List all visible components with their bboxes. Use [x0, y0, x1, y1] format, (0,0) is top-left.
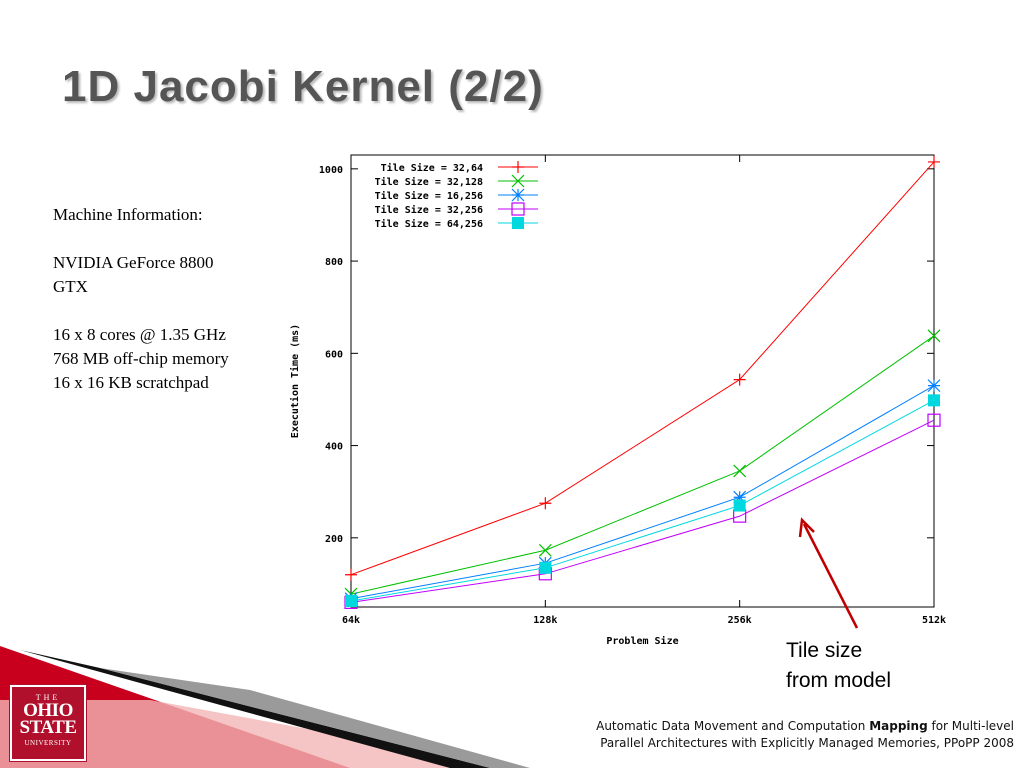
series-line-2 [350, 385, 935, 600]
x-tick-label: 64k [342, 615, 360, 626]
series-line-0 [350, 161, 935, 576]
legend-label: Tile Size = 16,256 [375, 190, 483, 202]
legend-label: Tile Size = 64,256 [375, 218, 483, 230]
y-tick-label: 400 [325, 442, 343, 453]
citation-bold: Mapping [869, 719, 928, 733]
annotation-line1: Tile size [786, 639, 863, 662]
machine-info-gpu-line1: NVIDIA GeForce 8800 [53, 253, 214, 272]
y-axis-label: Execution Time (ms) [289, 324, 301, 438]
annotation-line2: from model [786, 669, 892, 692]
machine-info-spec-cores: 16 x 8 cores @ 1.35 GHz [53, 325, 226, 344]
series-4-point [928, 394, 940, 407]
y-tick-label: 600 [325, 349, 343, 360]
legend-label: Tile Size = 32,128 [375, 176, 483, 188]
series-line-3 [350, 419, 935, 603]
legend-label: Tile Size = 32,256 [375, 204, 483, 216]
machine-info: Machine Information: NVIDIA GeForce 8800… [53, 203, 283, 395]
citation: Automatic Data Movement and Computation … [596, 718, 1014, 752]
series-line-1 [350, 335, 935, 595]
series-0-point [345, 568, 357, 581]
citation-part1: Automatic Data Movement and Computation [596, 719, 870, 733]
slide-title: 1D Jacobi Kernel (2/2) [62, 62, 544, 111]
legend-marker [512, 161, 524, 173]
series-0-point [928, 155, 940, 168]
decor-grey-swoosh [100, 668, 530, 768]
machine-info-heading: Machine Information: [53, 205, 203, 224]
series-0-point [539, 497, 552, 510]
series-3-point [927, 413, 941, 427]
series-4-point [733, 499, 746, 512]
machine-info-spec-memory: 768 MB off-chip memory [53, 349, 229, 368]
x-tick-label: 128k [533, 615, 557, 626]
machine-info-spec-scratchpad: 16 x 16 KB scratchpad [53, 373, 209, 392]
logo-state: STATE [19, 717, 78, 738]
y-tick-label: 800 [325, 257, 343, 268]
legend-marker [511, 174, 525, 188]
logo-the: THE [35, 693, 61, 702]
legend-marker [511, 202, 525, 216]
series-1-point [538, 543, 552, 557]
x-axis-label: Problem Size [606, 635, 678, 647]
legend-marker [512, 217, 524, 229]
series-4-point [345, 595, 357, 608]
logo-ohio: OHIO [23, 700, 73, 721]
series-1-point [927, 329, 941, 343]
legend-marker [511, 188, 525, 202]
series-1-point [733, 464, 747, 478]
series-2-point [733, 490, 747, 504]
machine-info-gpu-line2: GTX [53, 277, 88, 296]
legend-label: Tile Size = 32,64 [381, 162, 483, 174]
citation-line1: Automatic Data Movement and Computation … [596, 718, 1014, 735]
x-tick-label: 256k [728, 615, 752, 626]
series-0-point [733, 373, 746, 386]
execution-time-chart: 200 400 600 800 1000 64k 128k 256k 512k Problem S… [289, 154, 946, 647]
citation-part2: for Multi-level [927, 719, 1014, 733]
x-tick-label: 512k [922, 615, 946, 626]
annotation: Tile size from model [786, 636, 891, 696]
series-2-point [927, 379, 941, 393]
y-tick-label: 200 [325, 534, 343, 545]
decor-black-swoosh [20, 650, 490, 768]
citation-line2: Parallel Architectures with Explicitly M… [600, 736, 1014, 750]
series-4-point [539, 561, 552, 574]
series-line-4 [350, 399, 935, 602]
logo-university: UNIVERSITY [24, 739, 72, 747]
ohio-state-logo: THE OHIO STATE UNIVERSITY [10, 685, 86, 761]
y-tick-label: 1000 [319, 165, 343, 176]
